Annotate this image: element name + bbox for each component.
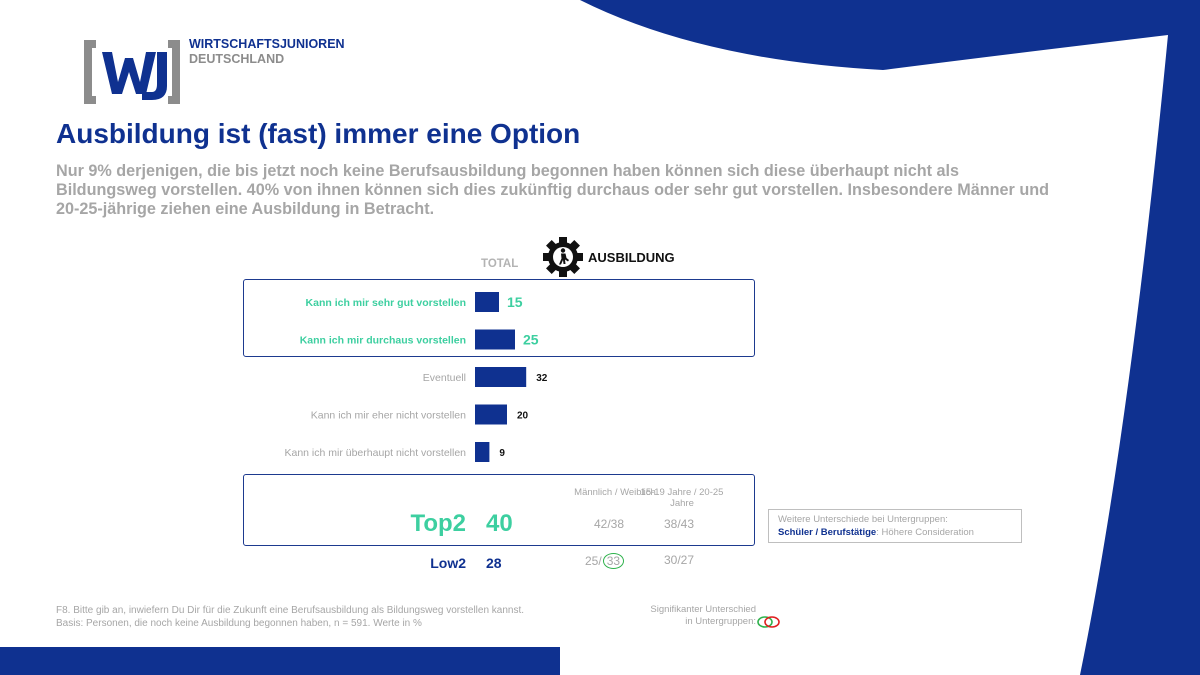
bar [475, 367, 527, 387]
subgroup-note: Weitere Unterschiede bei Untergruppen: S… [768, 509, 1022, 543]
topic-header: AUSBILDUNG [588, 250, 675, 265]
gender-column-header: Männlich / Weiblich [574, 487, 656, 498]
note-strong: Schüler / Berufstätige [778, 527, 877, 538]
org-name-line2: DEUTSCHLAND [189, 52, 285, 66]
page-subtitle: Nur 9% derjenigen, die bis jetzt noch ke… [56, 162, 1050, 218]
note-rest: : Höhere Consideration [876, 527, 974, 538]
legend-line1: Signifikanter Unterschied [650, 604, 756, 615]
org-name-line1: WIRTSCHAFTSJUNIOREN [189, 37, 345, 51]
wj-logo [84, 40, 180, 104]
footnote-base: Basis: Personen, die noch keine Ausbildu… [56, 618, 422, 629]
bar [475, 442, 490, 462]
bar [475, 329, 515, 350]
total-column-header: TOTAL [481, 258, 519, 270]
category-label: Kann ich mir eher nicht vorstellen [311, 410, 466, 422]
page-title: Ausbildung ist (fast) immer eine Option [56, 118, 581, 149]
top2-gender-values: 42/38 [593, 517, 625, 531]
summary-box [243, 474, 755, 546]
value-label: 15 [507, 294, 523, 310]
low2-age-values: 30/27 [663, 553, 695, 567]
top2-highlight-box [243, 279, 755, 357]
significance-circles-icon [757, 616, 780, 628]
bar [475, 404, 507, 425]
value-label: 32 [536, 373, 548, 384]
top2-value: 40 [486, 510, 513, 537]
low2-female-value-significant: 33 [602, 553, 625, 569]
low2-value: 28 [486, 555, 502, 571]
significance-legend: Signifikanter Unterschied in Untergruppe… [648, 604, 756, 628]
footnote-question: F8. Bitte gib an, inwiefern Du Dir für d… [56, 605, 525, 616]
low2-label: Low2 [430, 555, 466, 571]
age-column-header: 15-19 Jahre / 20-25 Jahre [640, 487, 724, 509]
value-label: 25 [523, 332, 539, 348]
value-label: 9 [499, 448, 505, 459]
footnote: F8. Bitte gib an, inwiefern Du Dir für d… [56, 604, 524, 630]
category-label: Kann ich mir überhaupt nicht vorstellen [284, 447, 466, 459]
value-label: 20 [517, 411, 529, 422]
apprentice-gear-icon [543, 237, 583, 277]
low2-gender-values: 25/33 [585, 553, 637, 569]
top2-label: Top2 [410, 510, 466, 537]
note-line1: Weitere Unterschiede bei Untergruppen: [778, 514, 948, 525]
category-label: Kann ich mir durchaus vorstellen [300, 335, 466, 347]
note-line2: Schüler / Berufstätige: Höhere Considera… [778, 526, 1012, 539]
legend-line2: in Untergruppen: [685, 616, 756, 627]
bar [475, 292, 499, 312]
low2-male-value: 25 [585, 554, 599, 568]
category-label: Kann ich mir sehr gut vorstellen [306, 297, 466, 309]
category-label: Eventuell [423, 372, 466, 384]
top2-age-values: 38/43 [663, 517, 695, 531]
